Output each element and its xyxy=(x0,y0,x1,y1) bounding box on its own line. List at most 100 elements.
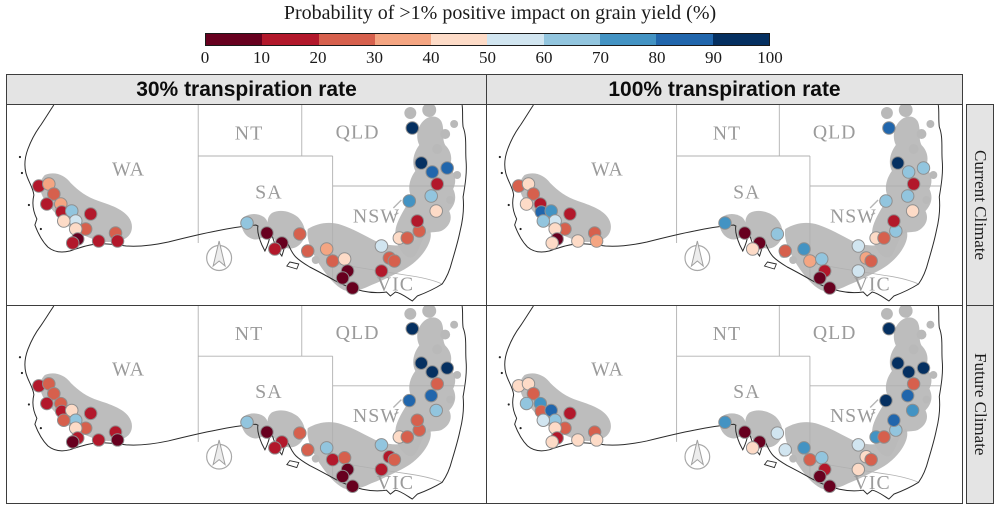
site-dot xyxy=(400,231,415,245)
australia-map: WA NT QLD SA NSW VIC xyxy=(18,306,467,500)
state-label-wa: WA xyxy=(112,159,145,181)
grain-belt-region xyxy=(926,320,935,329)
site-dot xyxy=(40,197,54,211)
island-speck xyxy=(500,171,503,175)
site-dot xyxy=(813,271,827,285)
site-dot xyxy=(440,161,454,175)
site-dot xyxy=(110,234,125,248)
colorbar-title: Probability of >1% positive impact on gr… xyxy=(283,2,717,24)
site-dot xyxy=(319,441,334,455)
colorbar-tick-label: 70 xyxy=(592,48,609,67)
grain-belt-region xyxy=(311,454,320,463)
grain-belt-region xyxy=(40,173,132,242)
island-speck xyxy=(39,227,42,231)
site-dot xyxy=(429,403,443,418)
state-label-nt: NT xyxy=(235,123,264,145)
site-dot xyxy=(337,450,352,465)
north-arrow-needle xyxy=(212,439,226,466)
site-dot xyxy=(916,361,931,375)
site-dot xyxy=(345,281,360,295)
site-dot xyxy=(410,413,425,427)
island-speck xyxy=(20,171,24,175)
colorbar-segment xyxy=(656,34,713,45)
island-speck xyxy=(498,356,501,359)
grain-belt-region xyxy=(440,329,451,340)
north-arrow-needle xyxy=(212,240,226,268)
state-label-nsw: NSW xyxy=(830,405,877,427)
site-dot xyxy=(268,242,282,256)
site-dot xyxy=(545,435,559,449)
colorbar-tick-label: 30 xyxy=(366,48,383,67)
colorbar-tick-label: 100 xyxy=(757,48,783,67)
site-dot xyxy=(337,252,352,266)
site-dot xyxy=(536,413,551,427)
site-dot xyxy=(906,177,921,191)
site-dot xyxy=(65,435,80,449)
colorbar-segment xyxy=(712,34,769,45)
site-dot xyxy=(405,321,420,336)
colorbar-tick-label: 40 xyxy=(422,48,440,67)
site-dot xyxy=(425,165,439,179)
state-border-murray xyxy=(809,461,919,483)
state-label-wa: WA xyxy=(591,359,624,381)
colorbar-segment xyxy=(206,34,263,45)
site-dot xyxy=(882,321,896,336)
map-artifact xyxy=(392,199,402,209)
colorbar-segment xyxy=(318,34,375,45)
colorbar-tick-label: 20 xyxy=(309,48,327,67)
site-dot xyxy=(91,433,106,447)
site-dot xyxy=(891,356,905,370)
grain-belt-region xyxy=(898,105,913,117)
site-dot xyxy=(91,234,106,248)
island-speck xyxy=(27,403,31,406)
island-speck xyxy=(500,371,503,375)
site-dot xyxy=(813,469,827,484)
site-dot xyxy=(335,469,350,484)
state-border-murray xyxy=(809,262,919,285)
site-dot xyxy=(526,386,541,401)
site-dot xyxy=(387,254,402,268)
site-dot xyxy=(563,207,577,221)
site-dot xyxy=(545,236,559,250)
site-dot xyxy=(864,452,878,467)
colorbar-tick-label: 60 xyxy=(535,48,553,67)
site-dot xyxy=(887,214,901,228)
island-speck xyxy=(39,427,42,430)
grain-belt-region xyxy=(922,395,931,404)
colorbar-segment xyxy=(543,34,601,45)
site-dot xyxy=(589,433,604,447)
site-dot xyxy=(402,393,417,408)
state-label-nsw: NSW xyxy=(353,206,400,228)
state-label-nt: NT xyxy=(713,323,741,345)
row-label-current-climate: Current Climate xyxy=(966,104,994,306)
site-dot xyxy=(718,216,732,230)
grain-belt-region xyxy=(922,196,931,204)
grain-belt-region xyxy=(898,306,913,318)
site-dot xyxy=(778,443,792,457)
grain-belt-region xyxy=(450,120,459,128)
site-dot xyxy=(83,207,98,221)
colorbar-tick-label: 80 xyxy=(648,48,666,67)
site-dot xyxy=(268,441,282,455)
site-dot xyxy=(882,121,896,135)
site-dot xyxy=(293,227,307,241)
state-label-sa: SA xyxy=(255,182,282,204)
kangaroo-island-coastline xyxy=(763,460,777,469)
site-dot xyxy=(293,426,307,440)
state-label-vic: VIC xyxy=(854,273,891,295)
site-dot xyxy=(410,214,425,228)
site-dot xyxy=(822,281,837,295)
colorbar xyxy=(205,33,770,46)
grain-belt-region xyxy=(916,129,927,139)
colorbar-tick-label: 10 xyxy=(253,48,270,67)
state-label-nt: NT xyxy=(713,122,741,144)
site-dot xyxy=(822,479,837,493)
site-dot xyxy=(877,231,891,245)
australia-map: WA NT QLD SA NSW VIC xyxy=(498,306,943,500)
state-label-nt: NT xyxy=(235,323,264,345)
grain-belt-region xyxy=(519,173,611,242)
map-artifact xyxy=(394,411,399,415)
state-border-murray xyxy=(332,262,443,285)
site-dot xyxy=(877,430,891,444)
grain-belt-region xyxy=(404,107,417,119)
